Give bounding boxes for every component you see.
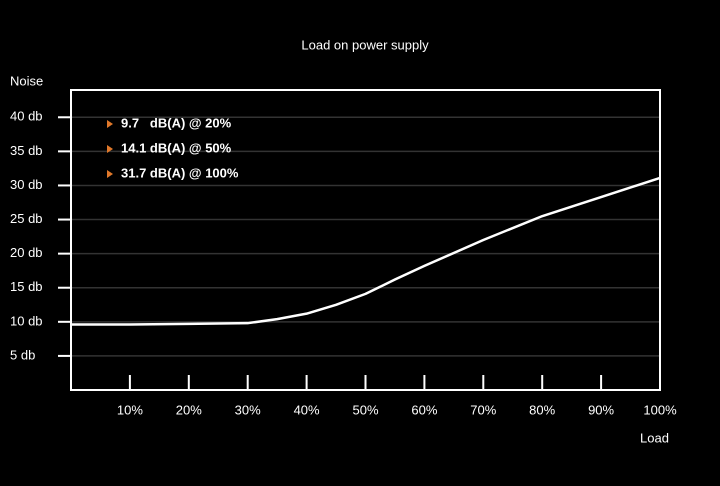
- y-tick-label: 20 db: [10, 245, 43, 260]
- y-tick-label: 30 db: [10, 177, 43, 192]
- y-tick-label: 25 db: [10, 211, 43, 226]
- x-tick-label: 20%: [176, 402, 202, 417]
- x-axis-label: Load: [640, 430, 669, 445]
- y-tick-label: 10 db: [10, 313, 43, 328]
- noise-line: [71, 176, 661, 326]
- y-axis-label: Noise: [10, 73, 43, 88]
- plot-frame: [70, 89, 661, 391]
- chart-title: Load on power supply: [301, 37, 429, 52]
- x-tick-label: 90%: [588, 402, 614, 417]
- x-tick-label: 50%: [352, 402, 378, 417]
- x-tick-label: 60%: [411, 402, 437, 417]
- x-tick-label: 100%: [643, 402, 677, 417]
- x-tick-label: 70%: [470, 402, 496, 417]
- annotation-bullet: [107, 170, 113, 178]
- y-tick-label: 5 db: [10, 347, 35, 362]
- annotation-bullet: [107, 120, 113, 128]
- x-tick-label: 40%: [294, 402, 320, 417]
- x-tick-label: 10%: [117, 402, 143, 417]
- x-tick-label: 80%: [529, 402, 555, 417]
- y-tick-label: 40 db: [10, 109, 43, 124]
- annotation: 9.7 dB(A) @ 20%: [121, 115, 232, 130]
- y-tick-label: 15 db: [10, 279, 43, 294]
- y-tick-label: 35 db: [10, 143, 43, 158]
- annotation-bullet: [107, 145, 113, 153]
- annotation: 31.7 dB(A) @ 100%: [121, 165, 239, 180]
- annotation: 14.1 dB(A) @ 50%: [121, 140, 232, 155]
- x-tick-label: 30%: [235, 402, 261, 417]
